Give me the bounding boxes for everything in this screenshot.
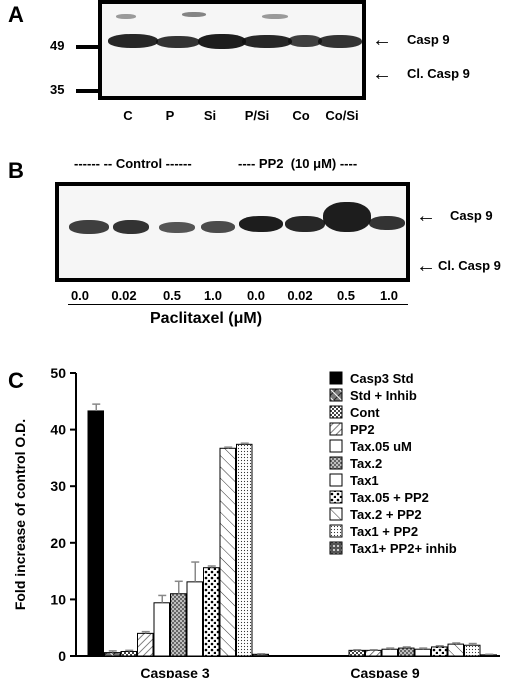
legend-swatch [329, 405, 343, 419]
group-label: Caspase 9 [350, 665, 419, 678]
bar [252, 653, 269, 657]
legend-swatch [329, 473, 343, 487]
arrow-icon: ← [372, 29, 392, 51]
arrow-icon: ← [416, 255, 436, 277]
lane-label-a: P [165, 108, 175, 123]
bar [381, 648, 398, 657]
legend-entry: Tax.05 uM [350, 439, 412, 454]
lane-label-b: 0.02 [287, 288, 313, 303]
arrow-icon: ← [416, 205, 436, 227]
legend-swatch [329, 541, 343, 555]
marker-35: 35 [50, 82, 65, 97]
marker-49-tick [76, 45, 98, 49]
lane-label-b: 0.0 [70, 288, 90, 303]
caspase-bar-chart: 0 10 20 30 40 50 Fold increase of control O.D.… [12, 365, 500, 678]
underline-b [68, 304, 408, 305]
legend-swatch [329, 371, 343, 385]
bar [414, 648, 431, 657]
bar [120, 650, 137, 657]
bar [348, 649, 365, 657]
casp9-label-a: Casp 9 [407, 32, 450, 47]
legend-entry: Tax1+ PP2+ inhib [350, 541, 457, 556]
bar [236, 443, 253, 657]
bar [464, 644, 481, 657]
western-blot-a [98, 0, 366, 100]
bar [398, 647, 415, 657]
bar [170, 593, 187, 657]
y-tick-label: 40 [50, 422, 66, 438]
bar [219, 447, 236, 657]
legend-swatch [329, 422, 343, 436]
lane-label-a: C [123, 108, 133, 123]
western-blot-b [55, 182, 410, 282]
y-tick-label: 30 [50, 478, 66, 494]
group-label-pp2: ---- PP2 (10 μM) ---- [238, 156, 358, 171]
bar [104, 652, 121, 657]
bar [153, 602, 170, 657]
cleaved-casp9-label-b: Cl. Casp 9 [438, 258, 501, 273]
paclitaxel-label: Paclitaxel (μM) [150, 310, 263, 327]
marker-35-tick [76, 89, 98, 93]
lane-label-a: Co [292, 108, 310, 123]
lane-label-b: 0.5 [336, 288, 356, 303]
bar [203, 567, 220, 657]
legend-entry: Tax.2 + PP2 [350, 507, 422, 522]
panel-c-label: C [8, 368, 24, 393]
legend-entry: Cont [350, 405, 380, 420]
cleaved-casp9-label-a: Cl. Casp 9 [407, 66, 470, 81]
lane-label-b: 1.0 [379, 288, 399, 303]
group-label: Caspase 3 [140, 665, 209, 678]
lane-label-a: P/Si [244, 108, 270, 123]
panel-a-label: A [8, 2, 24, 27]
panel-b-label: B [8, 158, 24, 183]
y-tick-label: 10 [50, 591, 66, 607]
legend-swatch [329, 524, 343, 538]
legend-entry: Tax1 [350, 473, 379, 488]
y-tick-label: 50 [50, 365, 66, 381]
bar [431, 646, 448, 657]
bar [87, 410, 104, 657]
legend-entry: Casp3 Std [350, 371, 414, 386]
bar [365, 649, 382, 657]
legend-entry: Tax1 + PP2 [350, 524, 418, 539]
bar [137, 632, 154, 657]
legend-entry: Std + Inhib [350, 388, 417, 403]
legend-entry: PP2 [350, 422, 375, 437]
y-tick-label: 20 [50, 535, 66, 551]
group-label-control: ------ -- Control ------ [74, 156, 192, 171]
marker-49: 49 [50, 38, 65, 53]
lane-label-a: Si [203, 108, 217, 123]
lane-label-b: 0.5 [162, 288, 182, 303]
legend-entry: Tax.05 + PP2 [350, 490, 429, 505]
legend-swatch [329, 439, 343, 453]
lane-label-a: Co/Si [325, 108, 359, 123]
lane-label-b: 0.02 [111, 288, 137, 303]
legend-swatch [329, 507, 343, 521]
legend-swatch [329, 388, 343, 402]
y-axis-label: Fold increase of control O.D. [12, 419, 28, 610]
legend-swatch [329, 456, 343, 470]
casp9-label-b: Casp 9 [450, 208, 493, 223]
legend-entry: Tax.2 [350, 456, 382, 471]
bar [186, 581, 203, 657]
y-tick-label: 0 [58, 648, 66, 664]
bar [447, 643, 464, 657]
lane-label-b: 0.0 [246, 288, 266, 303]
legend-swatch [329, 490, 343, 504]
lane-label-b: 1.0 [203, 288, 223, 303]
arrow-icon: ← [372, 63, 392, 85]
